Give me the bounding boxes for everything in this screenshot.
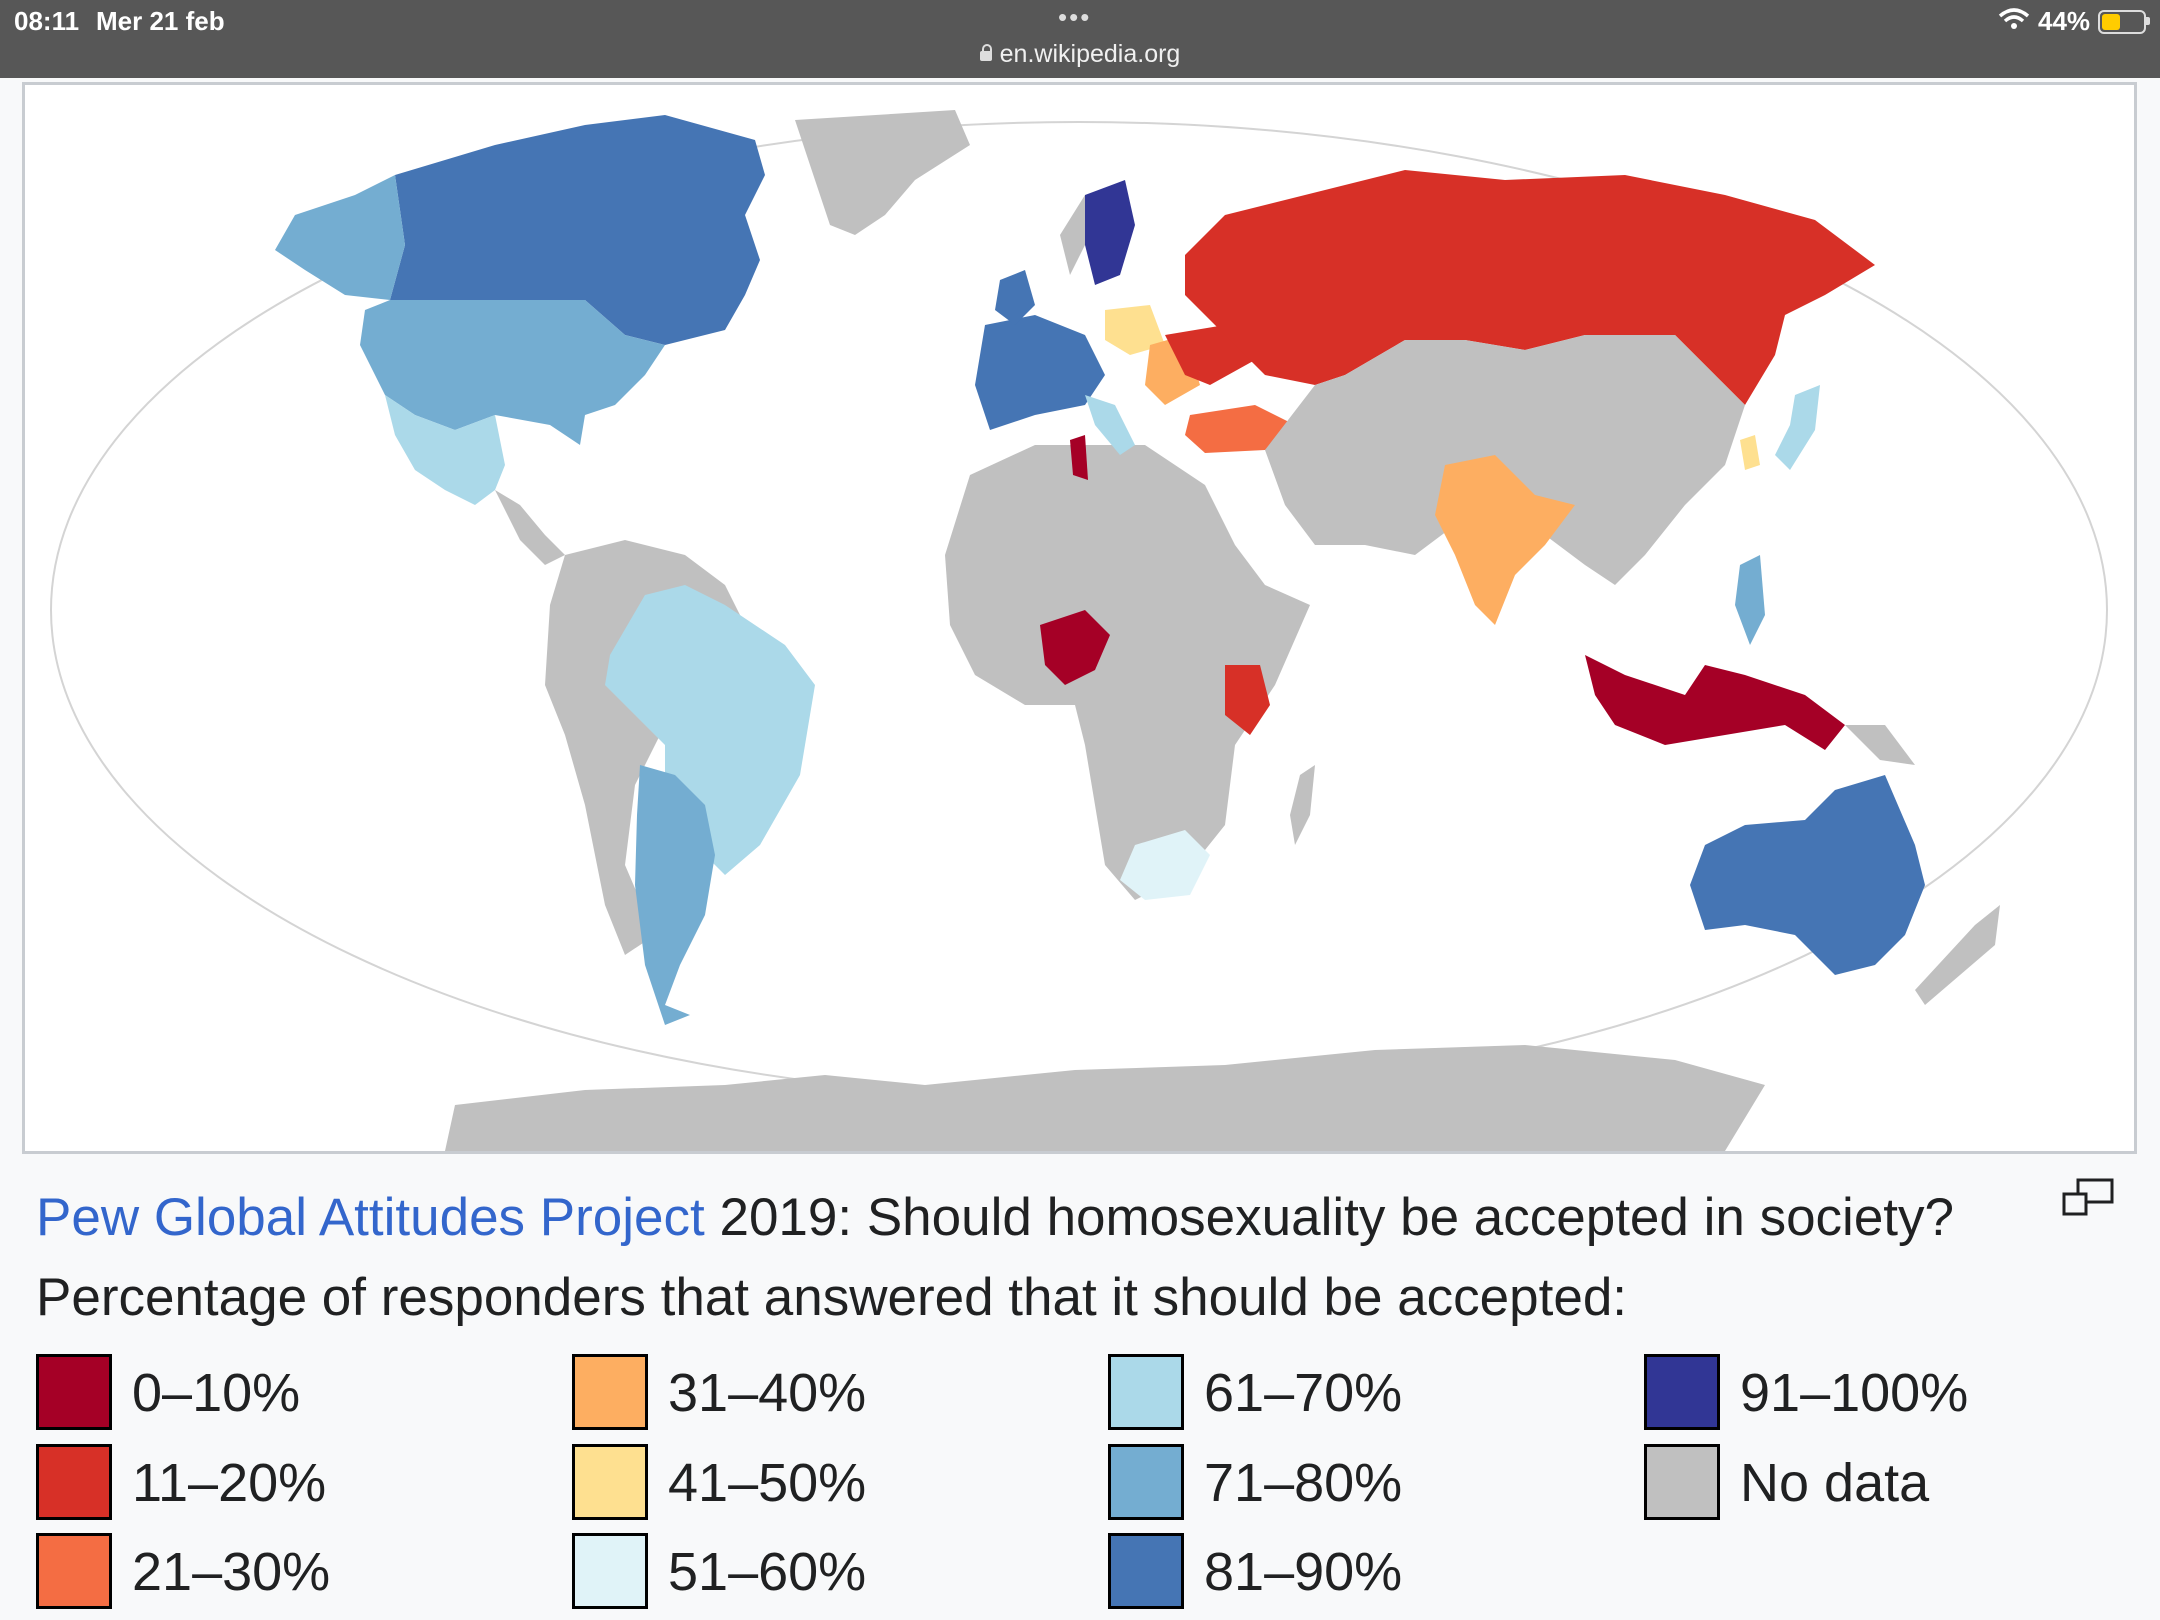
region-usa [360,300,665,445]
world-map-svg [50,110,2108,1151]
region-antarctica [445,1045,1765,1151]
legend-label: 21–30% [132,1542,331,1602]
legend-swatch [1108,1354,1184,1430]
region-mexico [385,395,505,505]
region-poland [1105,305,1165,355]
url-text: en.wikipedia.org [999,40,1181,68]
region-kenya [1225,665,1270,735]
region-italy [1085,395,1135,455]
region-canada [390,115,765,345]
region-madagascar [1290,765,1315,845]
legend-label: 71–80% [1204,1453,1403,1513]
region-western-europe [975,315,1105,430]
caption-text: 2019: Should homosexuality be accepted i… [36,1188,1955,1327]
status-time: 08:11 [14,6,80,36]
legend-label: No data [1740,1453,1930,1513]
region-central-america [495,490,565,565]
region-argentina [635,765,715,1025]
legend-swatch [36,1354,112,1430]
status-bar: 08:11 Mer 21 feb ••• en.wikipedia.org 44… [0,0,2160,78]
map-caption: Pew Global Attitudes Project 2019: Shoul… [36,1178,2036,1338]
region-africa [945,445,1310,900]
region-greenland [795,110,970,235]
legend-swatch [1644,1354,1720,1430]
more-dots-icon[interactable]: ••• [1058,2,1092,32]
region-south-korea [1740,435,1760,470]
region-png [1845,725,1915,765]
region-norway [1060,195,1085,275]
battery-percentage: 44% [2038,6,2091,36]
region-turkey [1185,405,1295,453]
legend-swatch [572,1533,648,1609]
region-new-zealand [1915,905,2000,1005]
region-nigeria [1040,610,1110,685]
legend-swatch [1108,1444,1184,1520]
legend-swatch [572,1444,648,1520]
lock-icon [979,44,992,61]
region-asia [1265,335,1745,585]
legend-label: 41–50% [668,1453,867,1513]
legend-label: 51–60% [668,1542,867,1602]
legend-label: 61–70% [1204,1363,1403,1423]
legend-swatch [36,1533,112,1609]
region-alaska [275,175,405,300]
legend-swatch [1644,1444,1720,1520]
battery-fill [2102,14,2120,30]
enlarge-icon[interactable] [2062,1178,2116,1218]
legend-label: 91–100% [1740,1363,1969,1423]
wifi-icon [1998,8,2030,29]
legend-label: 0–10% [132,1363,301,1423]
region-sweden [1085,180,1135,285]
region-south-africa [1120,830,1210,900]
legend-label: 31–40% [668,1363,867,1423]
pew-link[interactable]: Pew Global Attitudes Project [36,1188,705,1247]
legend-swatch [36,1444,112,1520]
region-brazil [605,585,815,875]
world-map[interactable] [22,82,2137,1154]
address-bar[interactable]: en.wikipedia.org [0,40,2160,69]
status-date: Mer 21 feb [96,6,225,36]
battery-icon [2098,10,2146,34]
region-australia [1690,775,1925,975]
legend-label: 11–20% [132,1453,327,1513]
legend-label: 81–90% [1204,1542,1403,1602]
region-tunisia [1070,435,1088,480]
region-indonesia [1585,655,1845,750]
legend-swatch [572,1354,648,1430]
region-india [1435,455,1575,625]
region-japan [1775,385,1820,470]
region-uk [995,270,1035,325]
region-russia [1185,170,1875,405]
region-philippines [1735,555,1765,645]
legend-swatch [1108,1533,1184,1609]
battery-nub [2146,17,2150,25]
